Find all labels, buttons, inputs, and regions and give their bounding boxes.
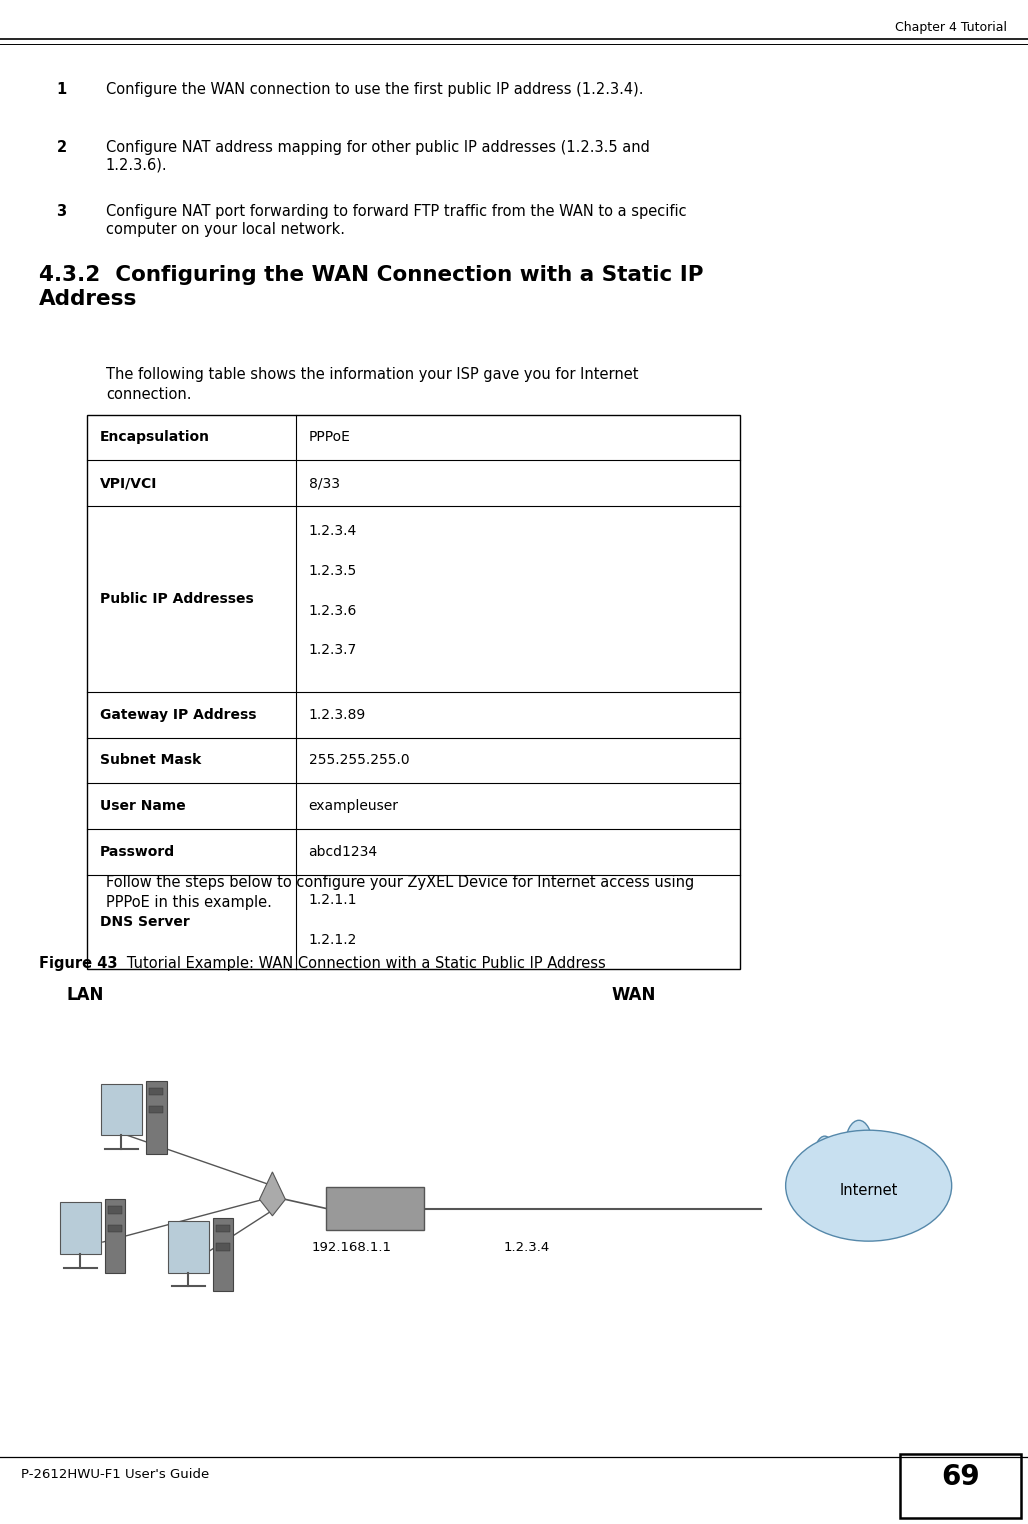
Text: User Name: User Name [100, 799, 185, 814]
Bar [101, 1084, 142, 1135]
Bar [108, 1207, 122, 1215]
Ellipse shape [814, 1137, 836, 1180]
Text: 1.2.3.5: 1.2.3.5 [308, 564, 357, 578]
Text: 255.255.255.0: 255.255.255.0 [308, 753, 409, 768]
Text: 1.2.3.4: 1.2.3.4 [504, 1241, 550, 1254]
Bar [60, 1202, 101, 1254]
Text: exampleuser: exampleuser [308, 799, 399, 814]
Bar [168, 1221, 209, 1273]
Text: 1.2.1.2: 1.2.1.2 [308, 933, 357, 946]
Text: P-2612HWU-F1 User's Guide: P-2612HWU-F1 User's Guide [21, 1468, 209, 1481]
Text: 2: 2 [57, 140, 67, 155]
Text: DNS Server: DNS Server [100, 914, 189, 930]
Bar [146, 1081, 167, 1154]
Bar [327, 1187, 424, 1230]
Text: Password: Password [100, 844, 175, 860]
Text: Internet: Internet [840, 1183, 897, 1198]
Bar [87, 415, 740, 969]
Ellipse shape [785, 1131, 952, 1241]
Bar [213, 1218, 233, 1291]
Text: 1.2.3.6: 1.2.3.6 [308, 604, 357, 617]
Text: Public IP Addresses: Public IP Addresses [100, 591, 254, 607]
Bar [108, 1225, 122, 1233]
Bar [900, 1454, 1021, 1518]
Text: 1: 1 [57, 82, 67, 98]
Ellipse shape [885, 1137, 907, 1180]
Text: 69: 69 [941, 1463, 980, 1490]
Text: WAN: WAN [612, 986, 656, 1004]
Text: Configure NAT address mapping for other public IP addresses (1.2.3.5 and
1.2.3.6: Configure NAT address mapping for other … [106, 140, 650, 172]
Text: Tutorial Example: WAN Connection with a Static Public IP Address: Tutorial Example: WAN Connection with a … [113, 956, 605, 971]
Bar [149, 1088, 163, 1096]
Text: abcd1234: abcd1234 [308, 844, 377, 860]
Text: LAN: LAN [67, 986, 104, 1004]
Text: Follow the steps below to configure your ZyXEL Device for Internet access using
: Follow the steps below to configure your… [106, 875, 694, 910]
Bar [105, 1199, 125, 1273]
Text: 1.2.3.89: 1.2.3.89 [308, 707, 366, 722]
Polygon shape [259, 1172, 286, 1216]
Text: Configure the WAN connection to use the first public IP address (1.2.3.4).: Configure the WAN connection to use the … [106, 82, 644, 98]
Text: Gateway IP Address: Gateway IP Address [100, 707, 256, 722]
Text: Subnet Mask: Subnet Mask [100, 753, 200, 768]
Bar [216, 1225, 230, 1233]
Bar [216, 1244, 230, 1251]
Text: Configure NAT port forwarding to forward FTP traffic from the WAN to a specific
: Configure NAT port forwarding to forward… [106, 204, 687, 236]
Ellipse shape [822, 1190, 847, 1221]
Text: 1.2.3.4: 1.2.3.4 [308, 524, 357, 538]
Text: 192.168.1.1: 192.168.1.1 [311, 1241, 392, 1254]
Text: The following table shows the information your ISP gave you for Internet
connect: The following table shows the informatio… [106, 367, 638, 402]
Bar [149, 1106, 163, 1114]
Text: 1.2.1.1: 1.2.1.1 [308, 893, 357, 907]
Text: 4.3.2  Configuring the WAN Connection with a Static IP
Address: 4.3.2 Configuring the WAN Connection wit… [39, 265, 703, 309]
Text: Encapsulation: Encapsulation [100, 430, 210, 445]
Ellipse shape [874, 1190, 898, 1221]
Text: 8/33: 8/33 [308, 475, 339, 491]
Ellipse shape [845, 1120, 873, 1172]
Text: Figure 43: Figure 43 [39, 956, 117, 971]
Text: 1.2.3.7: 1.2.3.7 [308, 643, 357, 657]
Text: VPI/VCI: VPI/VCI [100, 475, 157, 491]
Text: 3: 3 [57, 204, 67, 219]
Text: Chapter 4 Tutorial: Chapter 4 Tutorial [895, 21, 1007, 34]
Ellipse shape [791, 1141, 947, 1230]
Text: PPPoE: PPPoE [308, 430, 351, 445]
